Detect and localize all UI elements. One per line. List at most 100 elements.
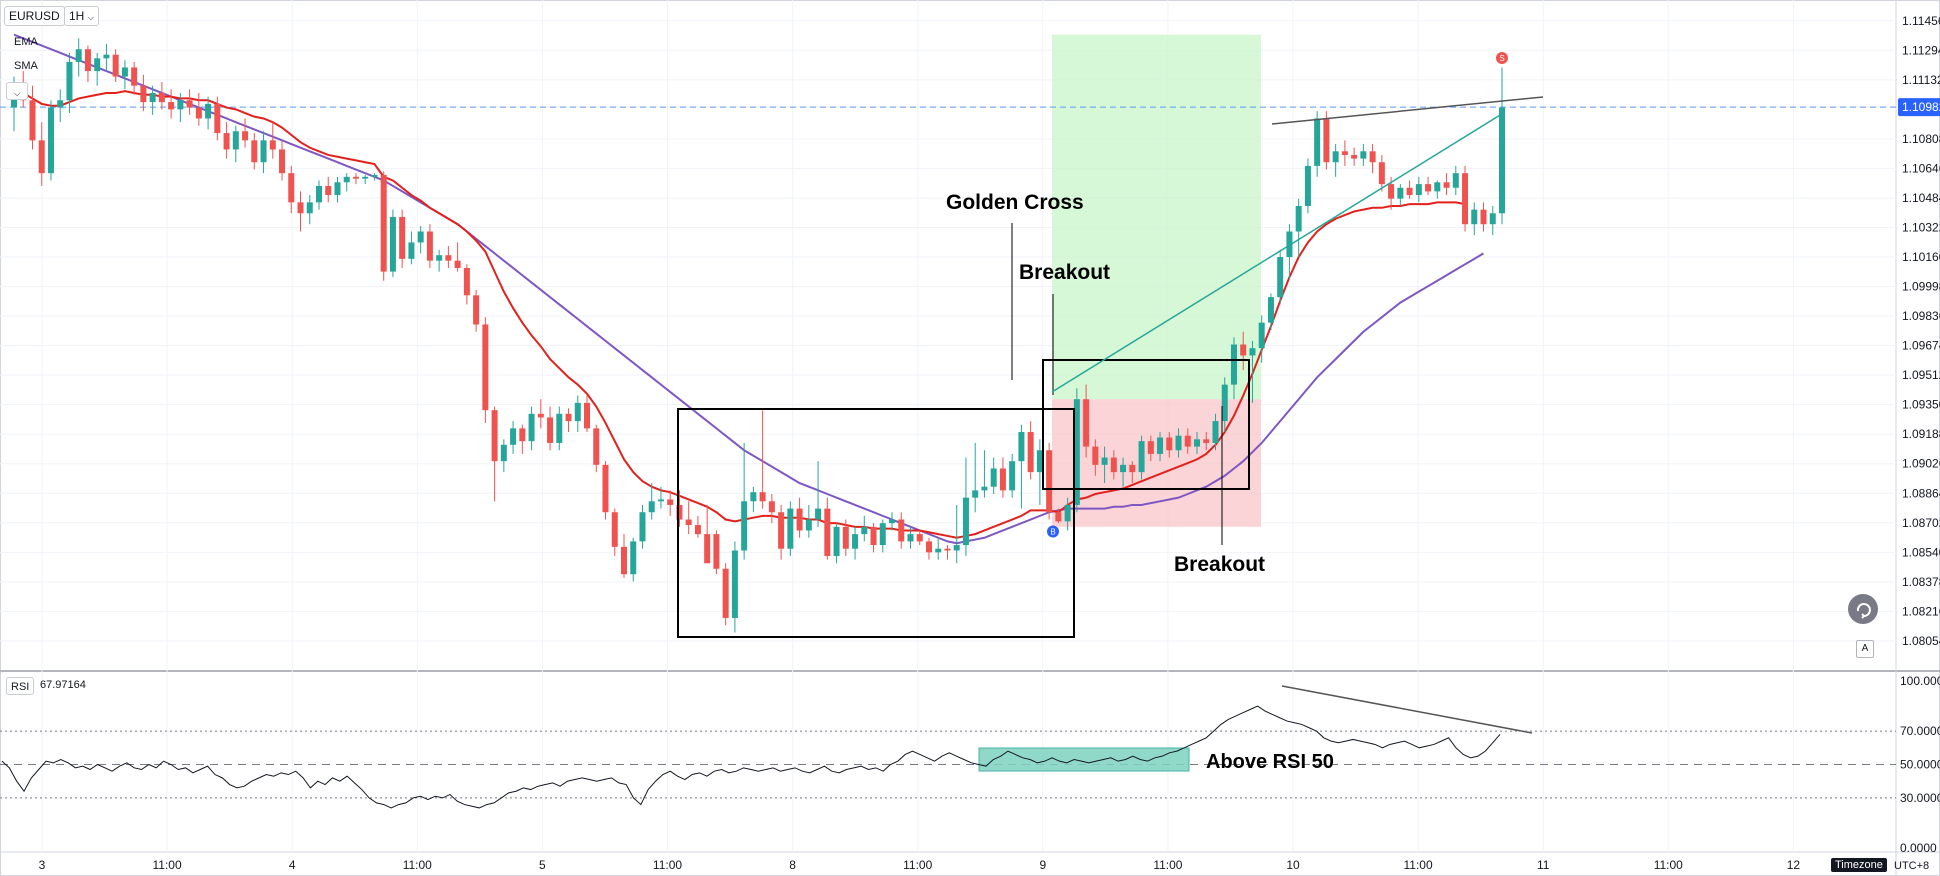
- candle-body: [861, 526, 868, 535]
- collapse-indicators-button[interactable]: ⌵: [6, 82, 28, 100]
- time-tick-label: 3: [39, 858, 46, 872]
- sma-line: [13, 33, 1485, 545]
- candle-body: [565, 413, 572, 422]
- candle-body: [1314, 118, 1321, 166]
- symbol-selector[interactable]: EURUSD: [4, 6, 65, 26]
- candle-body: [657, 499, 664, 502]
- chevron-down-icon: ⌵: [87, 13, 94, 22]
- chevron-down-icon: ⌵: [13, 89, 21, 98]
- indicator-sma-label[interactable]: SMA: [14, 60, 38, 72]
- interval-label: 1H: [69, 9, 85, 23]
- time-tick-label: 10: [1286, 858, 1300, 872]
- candle-body: [778, 512, 785, 549]
- candle-body: [676, 504, 683, 520]
- time-tick-label: 11: [1537, 858, 1550, 872]
- price-tick-label: 1.09674: [1902, 339, 1940, 353]
- price-tick-label: 1.09836: [1902, 309, 1940, 323]
- candle-body: [269, 140, 276, 150]
- candle-body: [741, 501, 748, 551]
- time-tick-label: 11:00: [903, 858, 932, 872]
- candles[interactable]: [11, 38, 1505, 633]
- indicator-ema-label[interactable]: EMA: [14, 36, 38, 48]
- rsi-tick-label: 70.0000: [1900, 724, 1940, 738]
- candle-body: [482, 324, 489, 411]
- candle-body: [944, 548, 951, 551]
- candle-body: [1138, 441, 1145, 473]
- drawings[interactable]: BS: [677, 52, 1544, 734]
- time-tick-label: 12: [1787, 858, 1801, 872]
- candle-body: [1443, 182, 1450, 188]
- candle-body: [1406, 187, 1413, 196]
- candle-body: [1360, 151, 1367, 159]
- last-price-badge: [1898, 98, 1940, 117]
- candle-body: [445, 255, 452, 261]
- price-tick-label: 1.11456: [1902, 14, 1940, 28]
- candle-body: [547, 417, 554, 443]
- candle-body: [297, 202, 304, 214]
- candle-body: [436, 255, 443, 261]
- sell-marker: [1496, 52, 1508, 64]
- price-tick-label: 1.08216: [1902, 604, 1940, 618]
- candle-body: [399, 216, 406, 259]
- rsi-tick-label: 30.0000: [1900, 791, 1940, 805]
- candle-body: [722, 568, 729, 618]
- candle-body: [29, 100, 36, 141]
- candle-body: [1240, 344, 1247, 356]
- interval-selector[interactable]: 1H ⌵: [64, 6, 99, 26]
- candle-body: [149, 92, 156, 103]
- price-tick-label: 1.09350: [1902, 398, 1940, 412]
- time-tick-label: 11:00: [1654, 858, 1683, 872]
- candle-body: [242, 131, 249, 141]
- candle-body: [667, 499, 674, 505]
- timezone-label: UTC+8: [1894, 860, 1930, 872]
- rsi-indicator-label[interactable]: RSI: [6, 677, 35, 695]
- candle-body: [1073, 399, 1080, 505]
- candle-body: [1110, 457, 1117, 473]
- candle-body: [602, 464, 609, 513]
- target-zone: [1052, 34, 1261, 400]
- candle-body: [1378, 162, 1385, 185]
- candle-body: [1267, 297, 1274, 323]
- candle-body: [1452, 173, 1459, 188]
- candle-body: [1471, 209, 1478, 225]
- candle-body: [1286, 231, 1293, 258]
- candle-body: [916, 534, 923, 542]
- timezone-button[interactable]: Timezone: [1831, 858, 1887, 872]
- candle-body: [463, 267, 470, 296]
- candle-body: [1064, 504, 1071, 522]
- candle-body: [879, 523, 886, 546]
- candle-body: [223, 133, 230, 150]
- candle-body: [685, 519, 692, 525]
- price-tick-label: 1.08864: [1902, 486, 1940, 500]
- candle-body: [325, 185, 332, 196]
- candle-body: [260, 140, 267, 163]
- rsi-line: [1, 705, 1501, 809]
- candle-body: [232, 131, 239, 150]
- candle-body: [1258, 322, 1265, 349]
- rsi-tick-label: 100.0000: [1900, 674, 1940, 688]
- candle-body: [528, 413, 535, 442]
- reset-chart-button[interactable]: [1848, 594, 1878, 624]
- price-tick-label: 1.09188: [1902, 427, 1940, 441]
- candle-body: [537, 413, 544, 418]
- buy-marker: [1047, 525, 1059, 538]
- candle-body: [205, 103, 212, 119]
- trend-channel-line: [1051, 111, 1506, 393]
- annotations: Golden Cross Breakout Breakout Above RSI 50: [946, 191, 1334, 773]
- candle-body: [500, 444, 507, 462]
- candle-body: [556, 413, 563, 443]
- candle-body: [1369, 151, 1376, 163]
- candle-body: [824, 508, 831, 556]
- candle-body: [648, 501, 655, 513]
- price-tick-label: 1.11294: [1902, 43, 1940, 57]
- candle-body: [94, 58, 101, 72]
- time-tick-label: 4: [289, 858, 296, 872]
- rsi-pane[interactable]: [0, 705, 1896, 809]
- candle-body: [1480, 209, 1487, 225]
- auto-scale-button[interactable]: A: [1856, 640, 1874, 658]
- candle-body: [1009, 461, 1016, 491]
- resistance-trendline: [1271, 96, 1544, 125]
- rsi-above-50-zone: [978, 747, 1190, 772]
